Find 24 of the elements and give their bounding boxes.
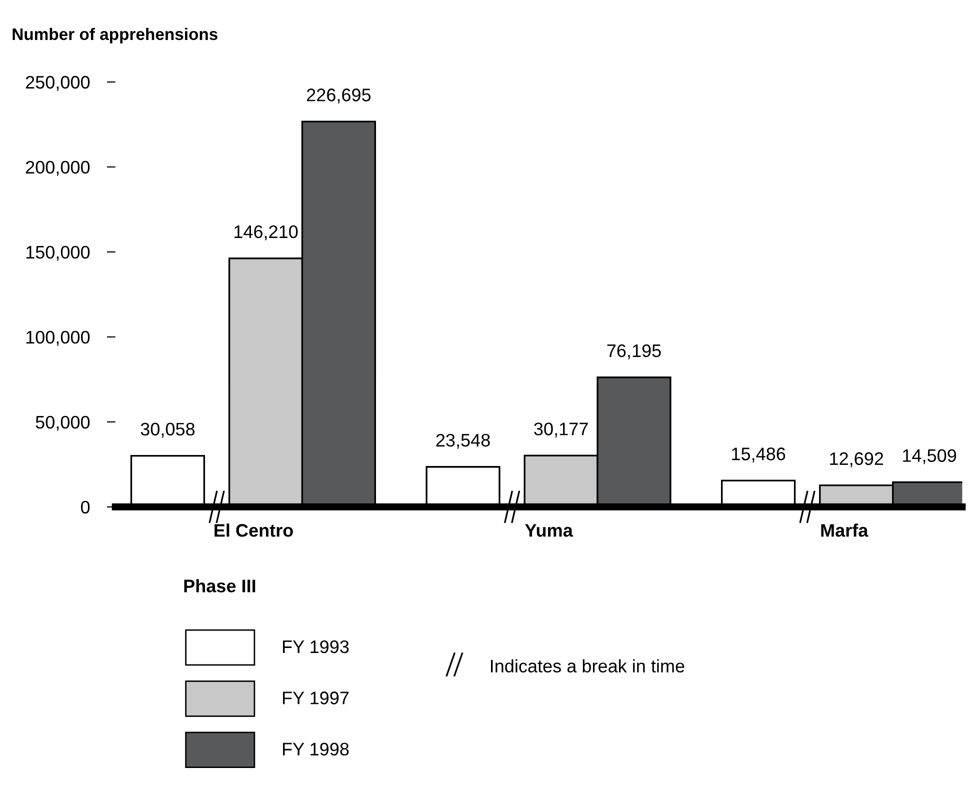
data-label: 23,548 [436, 434, 490, 449]
legend-label: FY 1997 [283, 692, 349, 704]
y-tick-label: 100,000 [26, 330, 90, 346]
data-label: 14,509 [903, 449, 956, 464]
data-label: 12,692 [830, 452, 884, 468]
y-tick-label: 50,000 [36, 416, 90, 431]
x-tick-label: Marfa [821, 524, 868, 537]
data-label: 15,486 [732, 448, 786, 462]
x-tick-label: Yuma [525, 524, 574, 537]
x-tick-label: El Centro [214, 524, 293, 537]
y-axis-title: Number of apprehensions [12, 28, 218, 44]
y-tick-label: 0 [80, 500, 90, 514]
data-label: 226,695 [306, 88, 371, 104]
x-axis-title: Phase III [184, 579, 256, 592]
data-label: 30,177 [534, 422, 588, 438]
y-tick-label: 200,000 [26, 160, 90, 176]
data-label: 76,195 [607, 344, 661, 360]
text: Indicates a break in time [491, 659, 684, 673]
legend-label: FY 1998 [283, 742, 349, 756]
y-tick-label: 250,000 [26, 76, 90, 91]
y-tick-label: 150,000 [26, 246, 90, 261]
data-label: 146,210 [234, 225, 298, 240]
legend-label: FY 1993 [283, 640, 349, 654]
data-label: 30,058 [140, 422, 195, 438]
